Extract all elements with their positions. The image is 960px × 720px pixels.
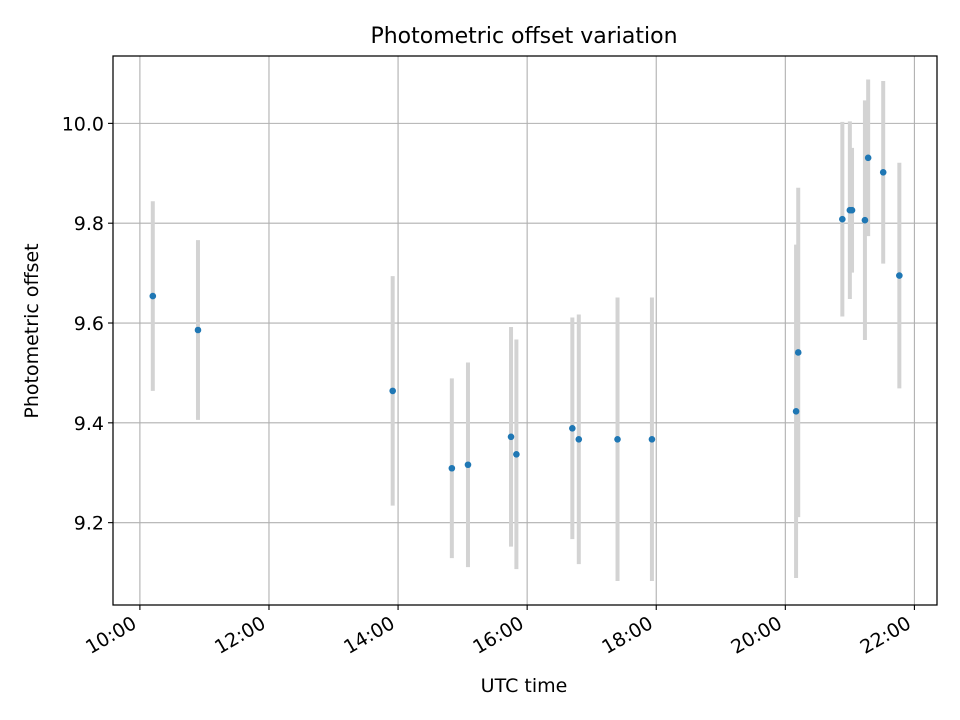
x-tick-label: 10:00 <box>82 612 140 658</box>
data-point <box>614 436 621 443</box>
chart-title: Photometric offset variation <box>370 24 677 49</box>
y-tick-label: 10.0 <box>62 113 104 135</box>
data-point <box>194 326 202 334</box>
data-point <box>879 168 887 176</box>
data-points <box>149 154 903 472</box>
data-point <box>569 425 576 432</box>
data-point <box>149 292 157 300</box>
data-point <box>389 387 396 395</box>
x-tick-label: 16:00 <box>469 612 527 658</box>
plot-area-frame <box>112 55 938 606</box>
x-tick-label: 22:00 <box>856 612 914 658</box>
y-tick-label: 9.2 <box>74 513 104 535</box>
data-point <box>464 461 472 469</box>
data-point <box>575 436 583 443</box>
data-point <box>848 206 856 214</box>
x-tick-label: 18:00 <box>598 612 656 658</box>
error-bars <box>150 79 902 582</box>
data-point <box>861 216 869 224</box>
axis-ticks: 10:00 12:00 14:00 16:00 18:00 20:00 22:00 9.2 9.… <box>62 113 915 659</box>
data-point <box>839 215 846 223</box>
data-point <box>896 272 903 279</box>
data-point <box>648 436 656 443</box>
y-tick-label: 9.6 <box>74 313 104 335</box>
x-axis-label: UTC time <box>481 675 568 697</box>
y-axis-label: Photometric offset <box>21 243 43 418</box>
data-point <box>448 464 456 472</box>
data-point <box>513 450 520 458</box>
y-tick-label: 9.8 <box>74 213 104 235</box>
data-point <box>507 433 515 441</box>
x-tick-label: 20:00 <box>727 612 785 658</box>
y-tick-label: 9.4 <box>74 413 104 435</box>
data-point <box>792 408 800 415</box>
data-point <box>794 349 802 356</box>
x-tick-label: 14:00 <box>340 612 398 658</box>
data-point <box>864 154 872 162</box>
grid-lines <box>113 56 937 605</box>
x-tick-label: 12:00 <box>211 612 269 658</box>
